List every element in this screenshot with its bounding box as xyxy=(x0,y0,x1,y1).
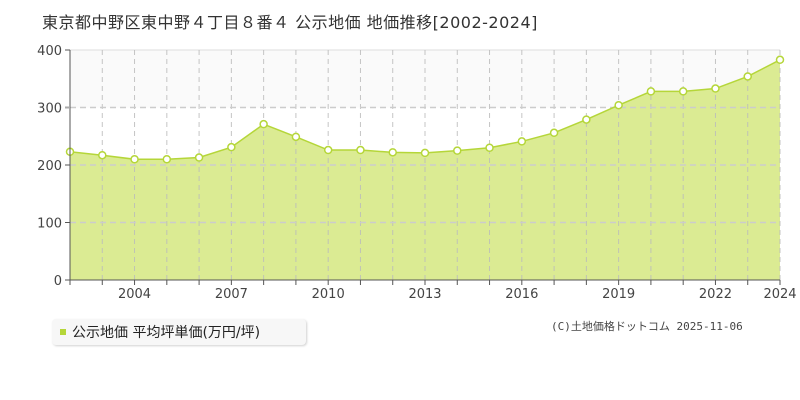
data-point xyxy=(517,137,527,146)
data-point xyxy=(582,115,591,124)
data-point xyxy=(259,119,268,129)
data-point xyxy=(323,145,333,155)
legend: 公示地価 平均坪単価(万円/坪) xyxy=(52,319,306,345)
data-point xyxy=(227,142,236,152)
legend-label: 公示地価 平均坪単価(万円/坪) xyxy=(72,325,261,341)
data-point xyxy=(711,84,720,93)
x-tick-label: 2004 xyxy=(118,287,151,302)
y-tick-label: 200 xyxy=(37,159,62,174)
x-tick-label: 2013 xyxy=(408,287,441,302)
x-tick-label: 2022 xyxy=(699,287,732,302)
y-tick-label: 400 xyxy=(37,44,62,59)
data-point xyxy=(130,155,139,164)
data-point xyxy=(162,155,172,164)
chart-title: 東京都中野区東中野４丁目８番４ 公示地価 地価推移[2002-2024] xyxy=(42,13,538,32)
y-tick-label: 300 xyxy=(37,102,62,117)
x-tick-label: 2016 xyxy=(505,287,538,302)
data-point xyxy=(775,55,785,65)
data-point xyxy=(356,145,365,155)
x-tick-label: 2010 xyxy=(312,287,345,302)
data-point xyxy=(485,143,494,152)
legend-swatch-icon xyxy=(60,329,66,335)
data-point xyxy=(646,87,656,96)
data-point xyxy=(453,146,462,155)
data-point xyxy=(420,148,430,158)
data-point xyxy=(743,72,752,81)
data-point xyxy=(291,132,301,142)
copyright-credit: (C)土地価格ドットコム 2025-11-06 xyxy=(551,320,743,333)
data-point xyxy=(614,100,623,110)
data-point xyxy=(194,153,204,162)
data-point xyxy=(549,128,559,138)
x-tick-label: 2007 xyxy=(215,287,248,302)
data-point xyxy=(98,150,107,160)
data-point xyxy=(388,148,397,157)
data-point xyxy=(678,87,688,96)
x-tick-label: 2024 xyxy=(763,287,796,302)
y-tick-label: 0 xyxy=(54,274,62,289)
x-tick-label: 2019 xyxy=(602,287,635,302)
y-tick-label: 100 xyxy=(37,217,62,232)
